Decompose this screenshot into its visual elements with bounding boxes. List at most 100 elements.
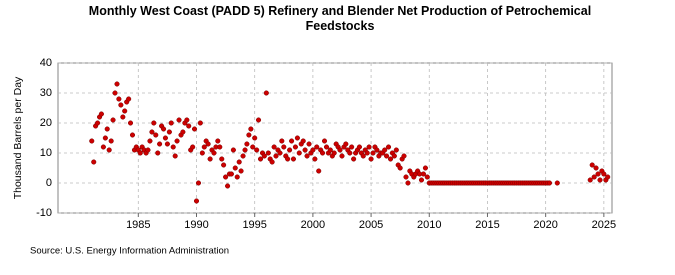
data-point xyxy=(180,129,186,135)
data-point xyxy=(164,141,170,147)
data-point xyxy=(277,150,283,156)
data-point xyxy=(265,150,271,156)
data-point xyxy=(195,180,202,186)
x-tick-label: 1990 xyxy=(184,219,208,231)
data-point xyxy=(391,153,397,159)
data-point xyxy=(405,180,411,186)
data-point xyxy=(287,147,293,153)
data-point xyxy=(168,120,174,126)
data-point xyxy=(289,138,295,144)
data-point xyxy=(91,159,97,165)
y-tick-label: -10 xyxy=(36,207,52,219)
data-point xyxy=(306,141,312,147)
data-point xyxy=(120,114,126,120)
data-point xyxy=(310,147,316,153)
data-point xyxy=(255,117,262,123)
data-point xyxy=(257,156,264,162)
data-point xyxy=(170,144,176,150)
data-point xyxy=(595,171,601,177)
data-point xyxy=(116,96,122,102)
data-point xyxy=(98,111,104,117)
data-point xyxy=(250,144,256,150)
data-point xyxy=(554,180,560,186)
data-point xyxy=(126,96,132,102)
data-point xyxy=(269,159,275,165)
data-point xyxy=(605,174,611,180)
y-tick-label: 40 xyxy=(40,57,52,69)
data-point xyxy=(331,150,337,156)
data-point xyxy=(240,153,246,159)
data-point xyxy=(112,90,118,96)
data-point xyxy=(279,138,285,144)
data-point xyxy=(401,153,407,159)
data-point xyxy=(292,144,298,150)
data-point xyxy=(339,153,345,159)
y-axis-label: Thousand Barrels per Day xyxy=(12,76,24,199)
y-tick-label: 20 xyxy=(40,117,52,129)
data-point xyxy=(319,150,326,156)
data-point xyxy=(190,144,196,150)
data-point xyxy=(238,168,244,174)
y-tick-label: 10 xyxy=(40,147,52,159)
data-point xyxy=(104,126,110,132)
data-point xyxy=(157,141,163,147)
chart-title: Monthly West Coast (PADD 5) Refinery and… xyxy=(88,4,592,33)
data-point xyxy=(393,147,399,153)
data-point xyxy=(364,150,370,156)
data-point xyxy=(236,159,242,165)
data-point xyxy=(174,138,180,144)
data-point xyxy=(244,141,250,147)
x-tick-label: 1995 xyxy=(242,219,266,231)
data-point xyxy=(248,126,254,132)
data-point xyxy=(207,156,213,162)
data-point xyxy=(327,147,333,153)
data-point xyxy=(591,174,597,180)
data-point xyxy=(129,132,136,138)
data-point xyxy=(230,147,236,153)
x-tick-label: 2015 xyxy=(475,219,499,231)
data-point xyxy=(337,147,343,153)
data-point xyxy=(294,135,300,141)
data-point xyxy=(147,138,153,144)
data-point xyxy=(106,147,112,153)
data-point xyxy=(223,174,229,180)
x-tick-label: 1985 xyxy=(126,219,150,231)
data-point xyxy=(593,165,599,171)
data-point xyxy=(232,165,238,171)
data-point xyxy=(323,144,330,150)
data-point xyxy=(370,150,376,156)
data-point xyxy=(587,177,593,183)
data-point xyxy=(384,153,390,159)
data-point xyxy=(403,174,409,180)
data-point xyxy=(122,108,128,114)
data-point xyxy=(302,147,308,153)
data-point xyxy=(424,174,430,180)
data-point xyxy=(137,150,143,156)
data-point xyxy=(225,183,231,189)
data-point xyxy=(351,156,357,162)
data-point xyxy=(193,198,200,204)
data-point xyxy=(285,156,291,162)
data-point xyxy=(314,144,320,150)
data-point xyxy=(281,144,287,150)
data-point xyxy=(589,162,595,168)
plot-frame xyxy=(57,62,613,214)
data-point xyxy=(219,156,225,162)
x-tick-label: 2020 xyxy=(533,219,557,231)
data-point xyxy=(546,180,553,186)
data-point xyxy=(151,120,157,126)
data-point xyxy=(191,126,198,132)
data-point xyxy=(261,153,267,159)
data-point xyxy=(246,132,252,138)
data-point xyxy=(162,135,168,141)
data-point xyxy=(254,147,260,153)
data-point xyxy=(95,120,101,126)
x-tick-label: 2000 xyxy=(301,219,325,231)
data-point xyxy=(360,153,366,159)
x-tick-label: 2010 xyxy=(417,219,441,231)
data-point xyxy=(199,150,205,156)
data-point xyxy=(205,141,211,147)
data-point xyxy=(166,129,172,135)
data-point xyxy=(153,132,159,138)
